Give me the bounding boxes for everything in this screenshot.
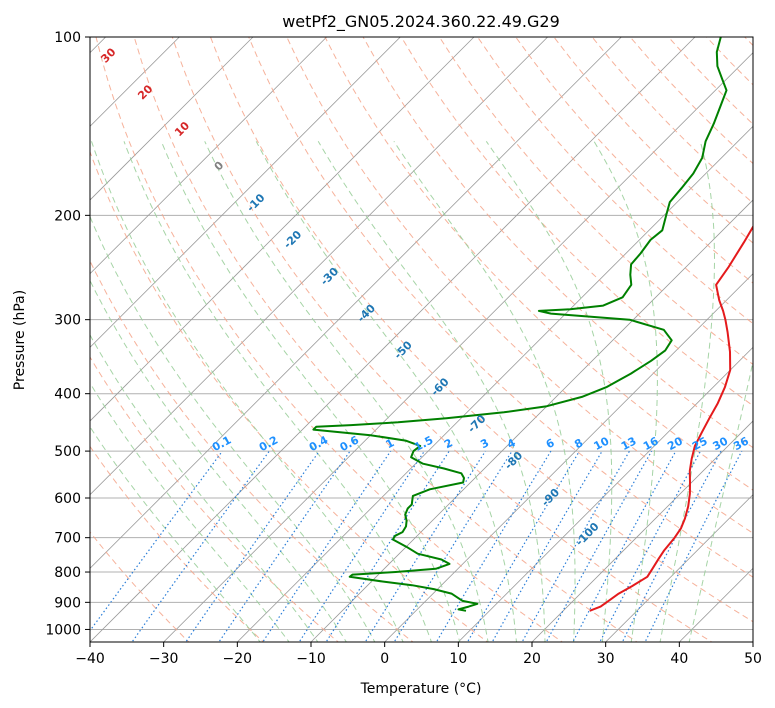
chart-title: wetPf2_GN05.2024.360.22.49.G29 [282,12,560,32]
mixing-ratio-label: 36 [731,434,751,453]
dry-adiabat [286,37,753,534]
y-tick-label: 200 [54,208,81,224]
dry-adiabat [324,37,753,491]
y-tick-label: 500 [54,444,81,460]
isotherm-line [384,273,753,642]
isotherm-line [90,37,401,348]
plot-background [90,37,753,642]
moist-adiabat [485,141,613,642]
isotherm-line [163,52,753,642]
isotherm-line [310,199,753,642]
moist-adiabat [160,141,461,642]
moist-adiabat [659,141,715,642]
moist-adiabat [204,141,489,642]
sounding-lines [312,37,753,612]
mixing-ratio-line [185,450,320,642]
dry-adiabat [477,37,753,325]
mixing-ratio-label: 25 [690,434,710,453]
y-tick-label: 900 [54,595,81,611]
y-tick-label: 1000 [45,622,81,638]
mixing-ratio-line [131,450,270,642]
mixing-ratio-label: 20 [665,434,685,453]
dry-adiabat [171,37,713,642]
moist-adiabat [688,359,753,642]
isotherm-line [752,641,753,642]
moist-adiabat [90,333,319,642]
y-axis-label: Pressure (hPa) [12,290,28,390]
dry-adiabat [248,37,753,578]
dry-adiabat [210,37,753,623]
y-tick-label: 100 [54,30,81,46]
y-tick-label: 800 [54,565,81,581]
dry-adiabat [95,37,564,642]
x-tick-label: 30 [597,651,615,667]
mixing-ratio-line [621,450,722,642]
moist-adiabat [317,141,546,642]
dry-adiabat [400,37,753,407]
x-tick-label: 10 [449,651,467,667]
mixing-ratio-label: 10 [592,434,612,453]
mixing-ratio-line [262,450,392,642]
dry-adiabat [133,37,638,642]
mixing-ratio-label: 13 [619,434,639,453]
moist-adiabat [123,141,432,642]
x-tick-label: −20 [223,651,253,667]
mixing-ratio-line [466,450,580,642]
x-tick-label: −30 [149,651,179,667]
isotherm-line [531,420,753,642]
mixing-ratio-line [218,450,351,642]
temperature-line [589,224,753,612]
x-axis-label: Temperature (°C) [360,681,482,697]
dry-adiabat [438,37,753,366]
dry-adiabat [90,259,414,642]
moist-adiabat [90,382,290,642]
isotherm-line [90,37,548,496]
dry-adiabat [90,356,339,642]
x-tick-label: 0 [380,651,389,667]
x-tick-label: 50 [744,651,762,667]
grid-layer [90,37,753,642]
mixing-ratio-line [364,450,486,642]
mixing-ratio-line [325,450,450,642]
moist-adiabat [90,426,261,642]
y-tick-label: 400 [54,387,81,403]
moist-adiabat [90,279,347,642]
x-tick-label: 20 [523,651,541,667]
dewpoint-line [312,37,728,612]
mixing-ratio-line [298,450,425,642]
dry-adiabat [90,445,265,642]
moist-adiabat [593,141,658,642]
mixing-ratio-label: 16 [641,434,661,453]
reference-lines [90,37,753,642]
x-tick-label: 40 [670,651,688,667]
isotherm-line [90,37,254,201]
isotherm-line [90,37,327,275]
mixing-ratio-line [90,450,223,632]
y-tick-label: 700 [54,531,81,547]
moist-adiabat [90,215,376,642]
isotherm-line [458,346,753,642]
mixing-ratio-line [572,450,677,642]
y-tick-label: 300 [54,313,81,329]
isotherm-line [605,494,753,642]
x-tick-label: −10 [296,651,326,667]
mixing-ratio-line [393,450,513,642]
dry-adiabat [362,37,753,449]
mixing-ratio-line [599,450,702,642]
axis-ticks: −40 −30 −20 −10 0 10 20 30 40 50 100 200 300 400 500 60… [45,30,762,667]
plot-frame [89,36,754,643]
isotherm-line [90,37,696,642]
mixing-ratio-label: 30 [711,434,731,453]
moist-adiabat [91,141,404,642]
isotherm-line [90,37,622,569]
isotherm-line [90,37,475,422]
isotherm-line [237,125,753,642]
y-tick-label: 600 [54,491,81,507]
x-tick-label: −40 [75,651,105,667]
moist-adiabat [393,141,576,642]
